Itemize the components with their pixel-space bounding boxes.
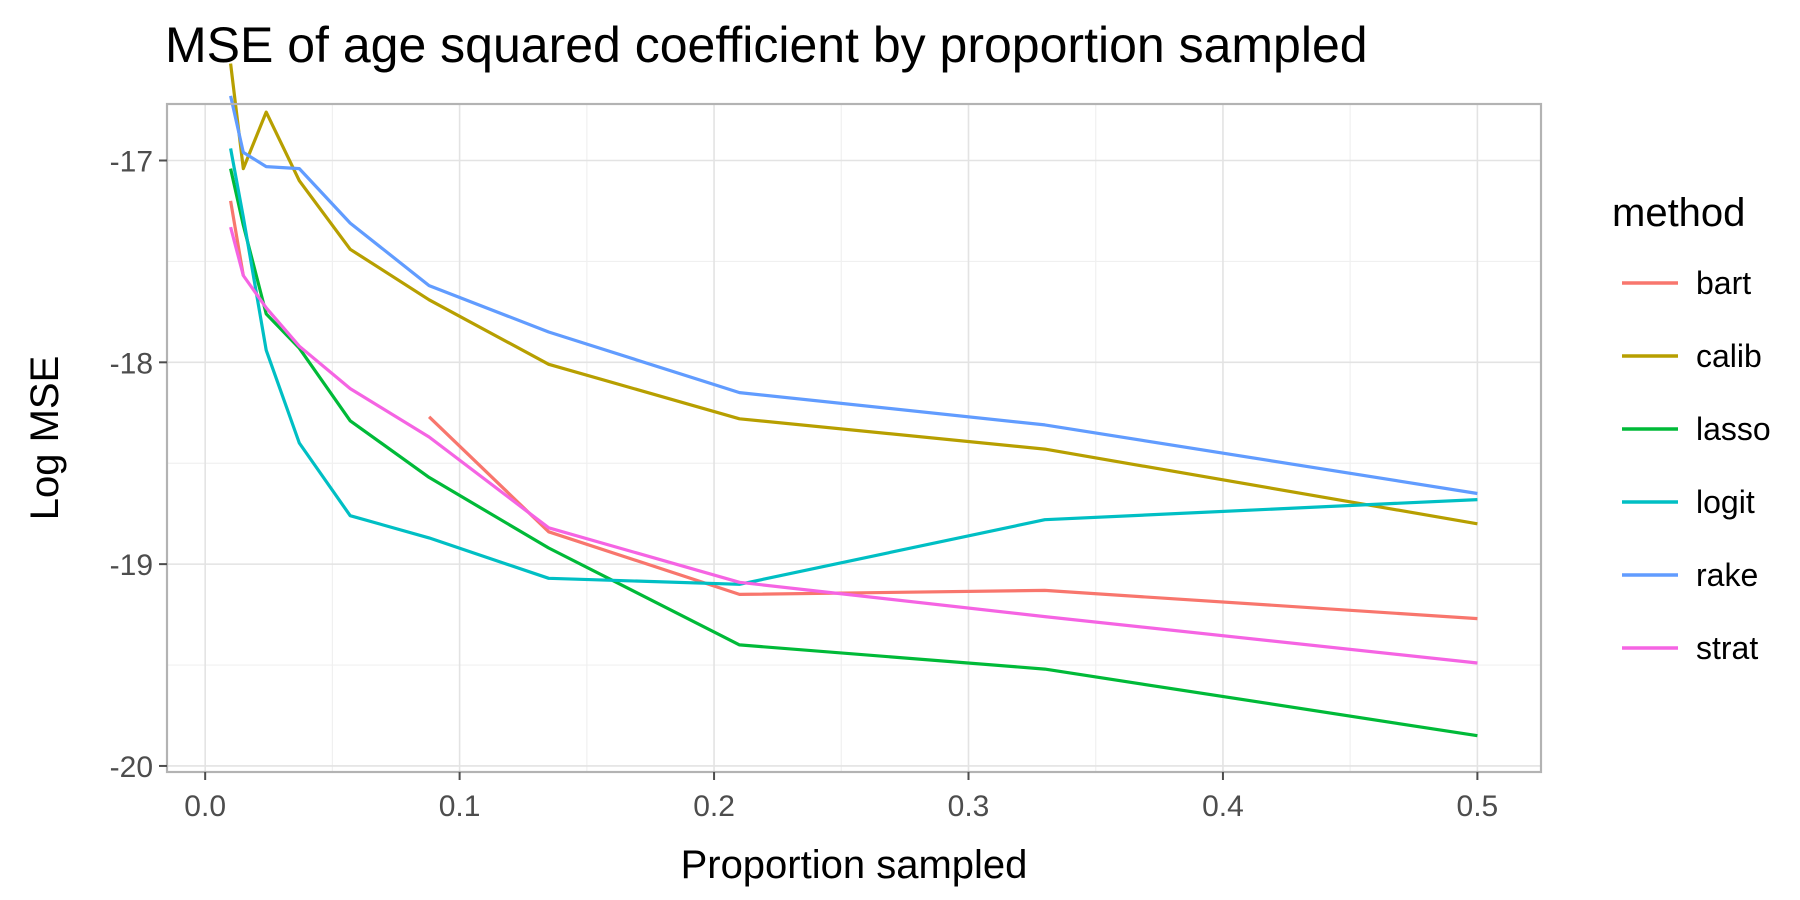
series-line-rake — [229, 95, 1478, 496]
legend-label-bart: bart — [1696, 265, 1751, 301]
y-axis-title: Log MSE — [23, 356, 67, 521]
x-tick-label: 0.5 — [1457, 790, 1499, 823]
series-line-lasso — [229, 168, 1478, 738]
series-line-calib — [229, 63, 1478, 526]
y-tick-label: -20 — [110, 751, 153, 784]
series-lines — [229, 63, 1478, 738]
legend-label-calib: calib — [1696, 338, 1762, 374]
series-line-bart — [427, 415, 1478, 621]
legend-label-rake: rake — [1696, 557, 1758, 593]
series-line-logit — [229, 148, 1478, 586]
legend: method bart calib lasso logit rake strat — [1612, 191, 1771, 666]
y-tick-label: -18 — [110, 347, 153, 380]
x-tick-label: 0.1 — [439, 790, 481, 823]
x-tick-label: 0.2 — [693, 790, 735, 823]
legend-label-logit: logit — [1696, 484, 1755, 520]
series-line-strat — [229, 226, 1478, 665]
legend-label-lasso: lasso — [1696, 411, 1771, 447]
legend-title: method — [1612, 191, 1745, 235]
y-tick-label: -17 — [110, 146, 153, 179]
axes: 0.0 0.1 0.2 0.3 0.4 0.5 -20 -19 -18 -17 — [110, 146, 1499, 823]
grid — [167, 104, 1541, 772]
legend-label-strat: strat — [1696, 630, 1758, 666]
x-tick-label: 0.3 — [948, 790, 990, 823]
x-axis-title: Proportion sampled — [681, 843, 1028, 887]
y-tick-label: -19 — [110, 549, 153, 582]
chart-title: MSE of age squared coefficient by propor… — [165, 17, 1368, 73]
plot-panel-border — [165, 102, 1543, 774]
x-tick-label: 0.4 — [1202, 790, 1244, 823]
x-tick-label: 0.0 — [184, 790, 226, 823]
